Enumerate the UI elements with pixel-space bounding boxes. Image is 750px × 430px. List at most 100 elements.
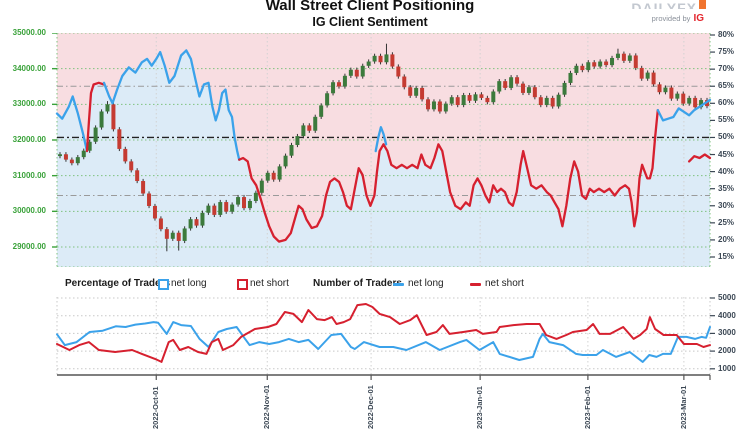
sentiment-line-net-long xyxy=(656,98,712,122)
candle-body xyxy=(420,87,425,100)
percent-axis-label: 65% xyxy=(718,81,735,91)
candle-body xyxy=(562,82,567,95)
candle-body xyxy=(449,97,454,104)
traders-axis-label: 2000 xyxy=(718,346,736,356)
candle-body xyxy=(342,75,347,87)
candle-body xyxy=(265,172,270,181)
candle-body xyxy=(236,197,241,205)
candle-body xyxy=(592,62,597,67)
legend-net-long-num: net long xyxy=(408,278,444,289)
candle-body xyxy=(360,65,365,77)
price-axis-label: 31000.00 xyxy=(12,170,46,180)
candle-body xyxy=(277,166,282,180)
candle-body xyxy=(574,65,579,73)
candle-body xyxy=(224,202,229,212)
candle-body xyxy=(408,87,413,96)
percent-axis-label: 60% xyxy=(718,98,735,108)
candle-body xyxy=(319,105,324,117)
candle-body xyxy=(307,125,312,131)
candle-body xyxy=(152,205,157,219)
candle-body xyxy=(461,95,466,106)
candle-body xyxy=(81,150,86,158)
candle-body xyxy=(538,97,543,106)
candle-body xyxy=(63,154,68,160)
candle-body xyxy=(135,170,140,182)
sentiment-line-net-short xyxy=(238,108,659,243)
price-axis-label: 34000.00 xyxy=(12,63,46,73)
price-axis-label: 29000.00 xyxy=(12,242,46,251)
candle-body xyxy=(627,55,632,61)
candle-body xyxy=(147,193,152,206)
candle-body xyxy=(182,228,187,241)
candle-body xyxy=(390,54,395,67)
legend-group-percentage: Percentage of Traders xyxy=(65,278,171,289)
candle-body xyxy=(111,104,116,130)
candle-body xyxy=(188,219,193,229)
percent-axis-label: 15% xyxy=(718,252,735,261)
net-long-swatch-icon xyxy=(158,279,169,290)
candle-body xyxy=(520,83,525,93)
net-short-swatch-icon xyxy=(237,279,248,290)
candle-body xyxy=(200,212,205,226)
candle-body xyxy=(170,232,175,239)
candle-body xyxy=(354,69,359,77)
candle-body xyxy=(331,82,336,94)
candle-body xyxy=(271,172,276,180)
ig-logo: IG xyxy=(693,13,704,24)
percent-axis-label: 30% xyxy=(718,200,735,210)
traders-axis-label: 3000 xyxy=(718,328,736,338)
candle-body xyxy=(610,57,615,66)
candle-body xyxy=(313,116,318,131)
sentiment-line-net-long xyxy=(102,49,241,161)
page-title: Wall Street Client Positioning xyxy=(265,0,475,14)
candle-body xyxy=(503,81,508,88)
candle-body xyxy=(437,101,442,112)
percent-axis-label: 20% xyxy=(718,234,735,244)
dailyfx-logo-text: DAILYFX xyxy=(631,0,697,9)
candle-body xyxy=(675,93,680,99)
candle-body xyxy=(99,111,104,128)
candle-body xyxy=(206,205,211,213)
candle-body xyxy=(396,66,401,77)
date-label: 2022-Nov-01 xyxy=(262,384,272,429)
price-axis-label: 35000.00 xyxy=(12,28,46,37)
price-axis-label: 33000.00 xyxy=(12,99,46,109)
legend-group-number: Number of Traders xyxy=(313,278,402,289)
dailyfx-logo: DAILYFX xyxy=(596,0,706,9)
candle-body xyxy=(93,127,98,142)
candle-body xyxy=(158,218,163,230)
candle-body xyxy=(497,81,502,92)
price-axis-label: 32000.00 xyxy=(12,135,46,144)
candle-body xyxy=(295,136,300,145)
candle-body xyxy=(604,61,609,66)
candle-body xyxy=(615,53,620,58)
candle-body xyxy=(194,219,199,226)
candle-body xyxy=(117,129,122,149)
logo-accent-icon xyxy=(699,0,706,9)
percent-axis-label: 50% xyxy=(718,132,735,142)
sentiment-line-net-long xyxy=(374,126,388,153)
candle-body xyxy=(651,72,656,85)
candle-body xyxy=(621,53,626,61)
candle-body xyxy=(455,97,460,106)
candle-body xyxy=(336,82,341,87)
traders-axis-label: 4000 xyxy=(718,310,736,320)
candle-body xyxy=(164,229,169,239)
candle-body xyxy=(699,100,704,108)
candle-body xyxy=(230,204,235,212)
candle-body xyxy=(176,232,181,241)
date-label: 2023-Jan-01 xyxy=(475,386,485,429)
candle-body xyxy=(598,61,603,67)
candle-body xyxy=(259,180,264,193)
candle-body xyxy=(348,69,353,76)
legend-net-short-pct: net short xyxy=(250,278,289,289)
candle-body xyxy=(663,87,668,93)
percent-axis-label: 25% xyxy=(718,217,735,227)
candle-body xyxy=(414,87,419,96)
traders-axis-label: 5000 xyxy=(718,293,736,302)
candle-body xyxy=(283,155,288,167)
candle-body xyxy=(479,94,484,98)
chart-title: IG Client Sentiment xyxy=(312,15,428,29)
price-axis-label: 30000.00 xyxy=(12,206,46,216)
